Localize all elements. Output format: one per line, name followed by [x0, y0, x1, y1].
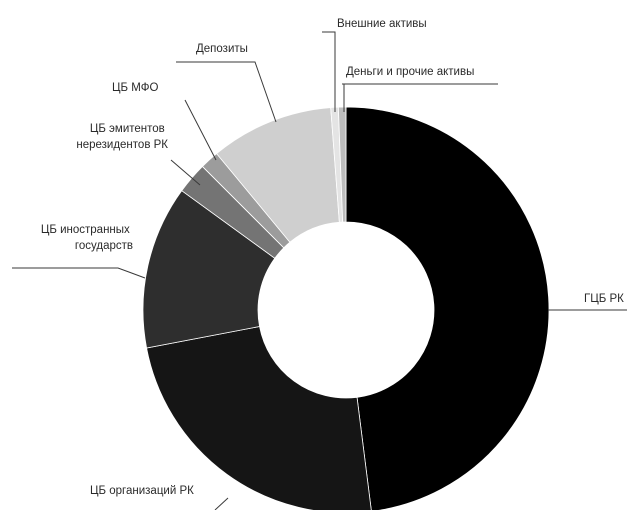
leader-org [214, 497, 229, 510]
leader-mfo [184, 99, 217, 161]
label-nonresident: ЦБ эмитентов нерезидентов РК [76, 123, 168, 151]
leader-lines [12, 31, 627, 510]
label-deposits: Депозиты [196, 43, 248, 55]
slice-7 [337, 106, 347, 223]
leader-nonresident [170, 159, 201, 186]
label-nonresident-line2: нерезидентов РК [76, 139, 168, 151]
label-foreign-gov-line1: ЦБ иностранных [41, 224, 130, 236]
label-gcb: ГЦБ РК [584, 293, 624, 305]
label-money: Деньги и прочие активы [346, 66, 474, 78]
donut-slices [142, 106, 550, 510]
leader-foreign-gov [12, 267, 146, 279]
label-external: Внешние активы [337, 18, 427, 30]
leader-external [322, 31, 336, 112]
slice-0 [345, 106, 550, 510]
leader-deposits [176, 61, 277, 123]
label-nonresident-line1: ЦБ эмитентов [90, 123, 165, 135]
slice-labels: ГЦБ РК ЦБ организаций РК ЦБ иностранных … [41, 18, 624, 497]
label-mfo: ЦБ МФО [112, 82, 158, 94]
slice-1 [146, 326, 372, 510]
label-org: ЦБ организаций РК [90, 485, 194, 497]
label-foreign-gov-line2: государств [75, 240, 133, 252]
label-foreign-gov: ЦБ иностранных государств [41, 224, 133, 252]
